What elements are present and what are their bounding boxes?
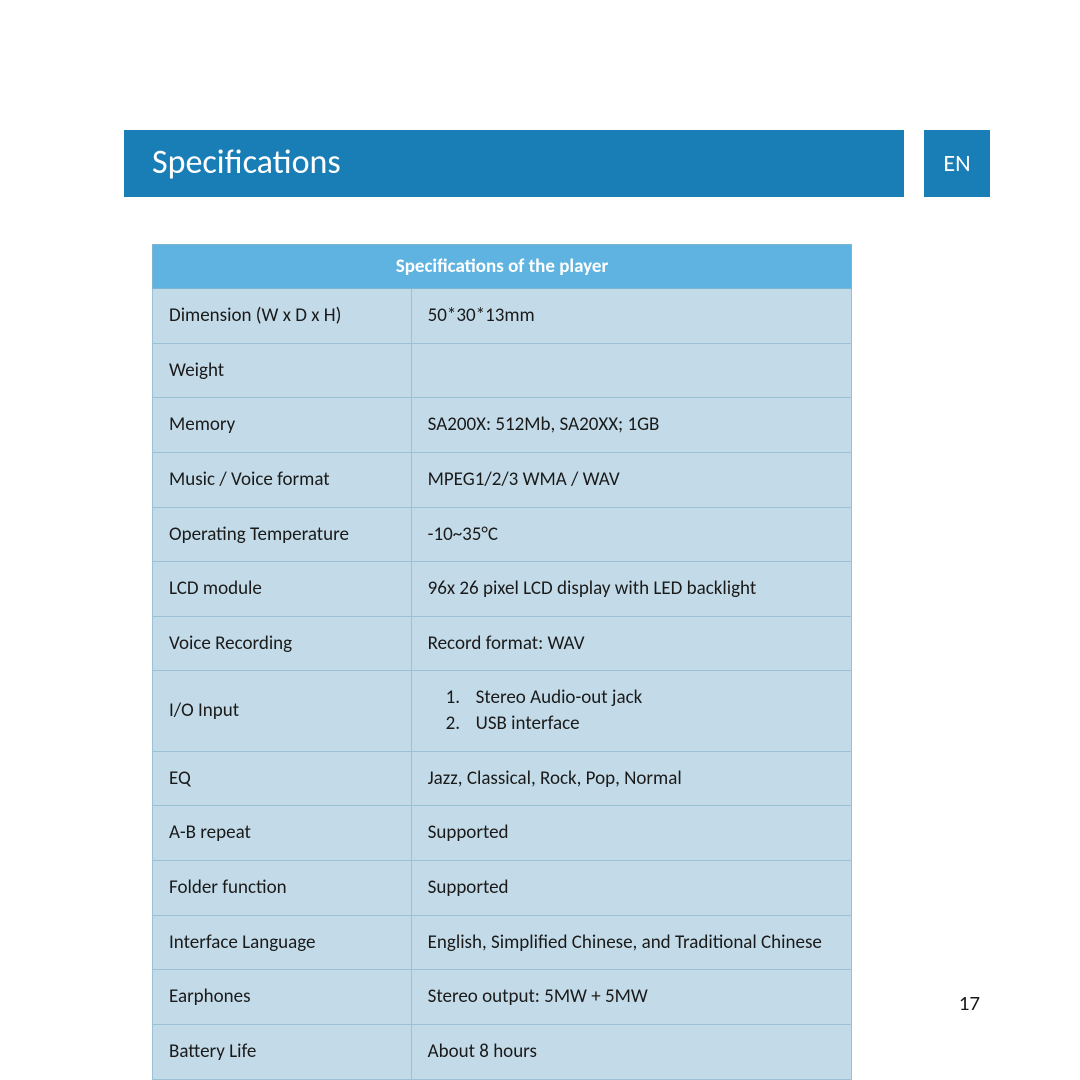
spec-value: Jazz, Classical, Rock, Pop, Normal xyxy=(411,751,851,806)
spec-label: Memory xyxy=(153,398,412,453)
spec-table-container: Specifications of the player Dimension (… xyxy=(152,244,852,1080)
spec-table: Specifications of the player Dimension (… xyxy=(152,244,852,1080)
spec-value: 50*30*13mm xyxy=(411,289,851,344)
table-row: I/O Input1.Stereo Audio-out jack2.USB in… xyxy=(153,671,852,751)
table-row: Voice RecordingRecord format: WAV xyxy=(153,616,852,671)
spec-label: Operating Temperature xyxy=(153,507,412,562)
page-title: Specifications xyxy=(124,130,904,197)
header-spacer xyxy=(904,130,924,197)
spec-label: LCD module xyxy=(153,562,412,617)
spec-value: Record format: WAV xyxy=(411,616,851,671)
table-row: Battery LifeAbout 8 hours xyxy=(153,1024,852,1079)
spec-label: I/O Input xyxy=(153,671,412,751)
spec-value: 1.Stereo Audio-out jack2.USB interface xyxy=(411,671,851,751)
table-row: Music / Voice formatMPEG1/2/3 WMA / WAV xyxy=(153,452,852,507)
table-row: MemorySA200X: 512Mb, SA20XX; 1GB xyxy=(153,398,852,453)
spec-label: Dimension (W x D x H) xyxy=(153,289,412,344)
table-row: LCD module96x 26 pixel LCD display with … xyxy=(153,562,852,617)
table-row: Dimension (W x D x H)50*30*13mm xyxy=(153,289,852,344)
table-row: EarphonesStereo output: 5MW + 5MW xyxy=(153,970,852,1025)
table-row: EQJazz, Classical, Rock, Pop, Normal xyxy=(153,751,852,806)
spec-label: EQ xyxy=(153,751,412,806)
spec-value: About 8 hours xyxy=(411,1024,851,1079)
spec-value: Stereo output: 5MW + 5MW xyxy=(411,970,851,1025)
table-row: Folder functionSupported xyxy=(153,861,852,916)
spec-value: MPEG1/2/3 WMA / WAV xyxy=(411,452,851,507)
spec-value: Supported xyxy=(411,861,851,916)
spec-label: Voice Recording xyxy=(153,616,412,671)
spec-label: Music / Voice format xyxy=(153,452,412,507)
spec-value: Supported xyxy=(411,806,851,861)
language-badge: EN xyxy=(924,130,990,197)
spec-label: Earphones xyxy=(153,970,412,1025)
table-row: A-B repeatSupported xyxy=(153,806,852,861)
spec-label: A-B repeat xyxy=(153,806,412,861)
spec-label: Interface Language xyxy=(153,915,412,970)
spec-value: English, Simplified Chinese, and Traditi… xyxy=(411,915,851,970)
spec-value: SA200X: 512Mb, SA20XX; 1GB xyxy=(411,398,851,453)
spec-label: Weight xyxy=(153,343,412,398)
spec-label: Folder function xyxy=(153,861,412,916)
spec-value: -10~35°C xyxy=(411,507,851,562)
spec-label: Battery Life xyxy=(153,1024,412,1079)
table-row: Interface LanguageEnglish, Simplified Ch… xyxy=(153,915,852,970)
table-row: Weight xyxy=(153,343,852,398)
spec-value: 96x 26 pixel LCD display with LED backli… xyxy=(411,562,851,617)
spec-value xyxy=(411,343,851,398)
page-number: 17 xyxy=(959,990,980,1016)
manual-page: Specifications EN Specifications of the … xyxy=(0,0,1080,1080)
spec-table-header: Specifications of the player xyxy=(153,245,852,289)
header-row: Specifications EN xyxy=(124,130,990,197)
table-row: Operating Temperature-10~35°C xyxy=(153,507,852,562)
